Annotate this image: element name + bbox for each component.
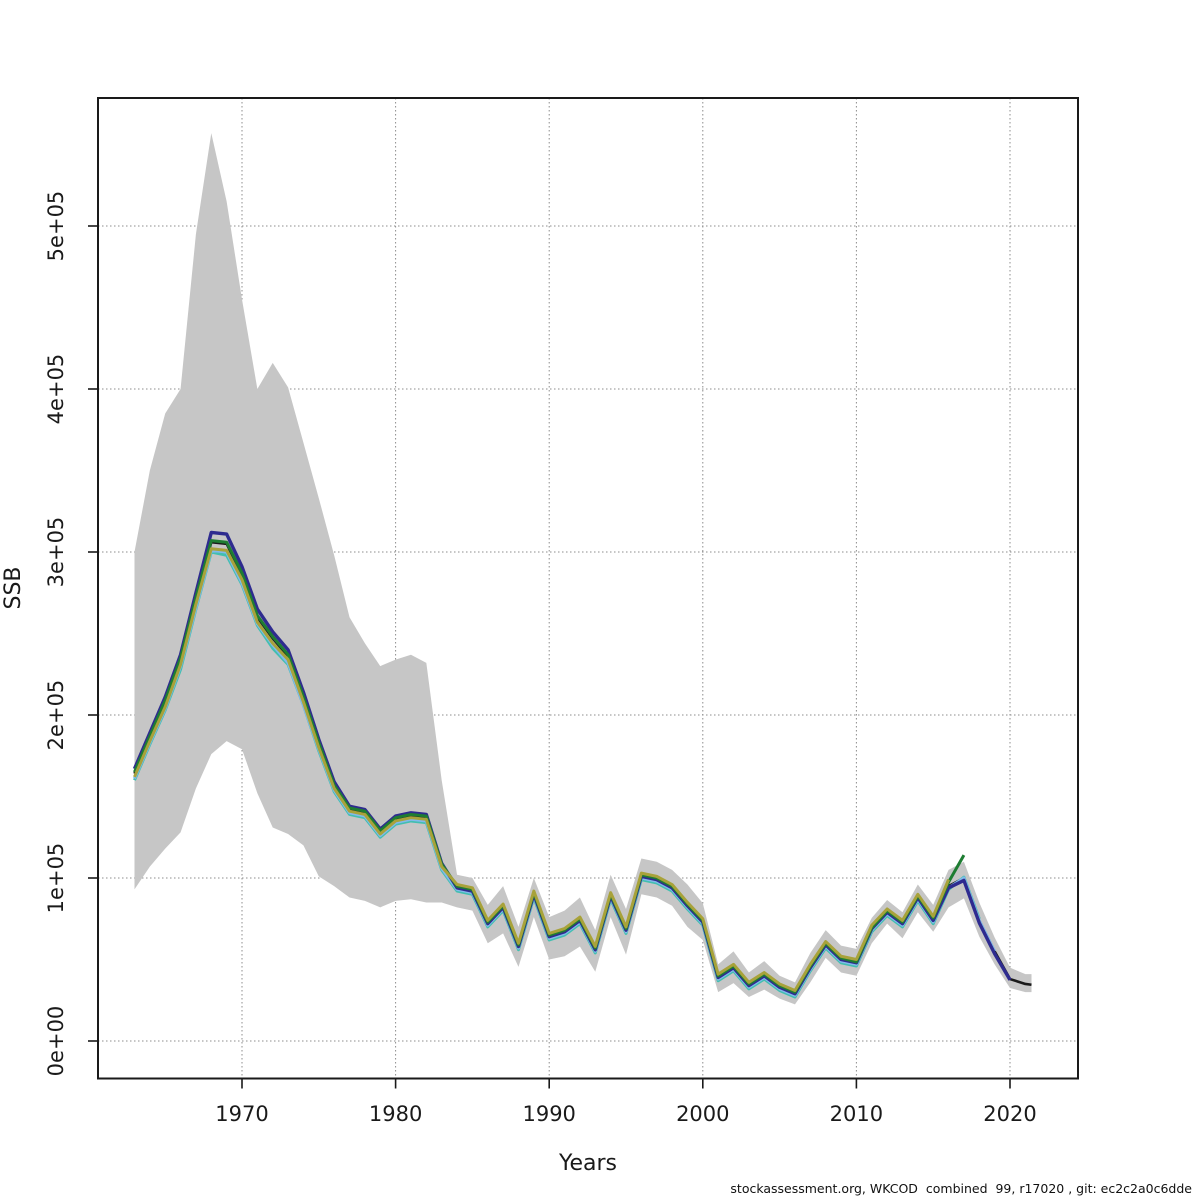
y-tick-label-2e+05: 2e+05 — [44, 680, 68, 751]
y-tick-label-5e+05: 5e+05 — [44, 191, 68, 262]
confidence-band — [134, 133, 1032, 1005]
y-axis-title: SSB — [1, 566, 26, 609]
axes-and-ticks — [88, 97, 1079, 1089]
y-tick-label-4e+05: 4e+05 — [44, 354, 68, 425]
x-tick-label-2020: 2020 — [983, 1102, 1036, 1126]
tick-labels: 1970 1980 1990 2000 2010 2020 0e+00 1e+05 2e+05 3… — [44, 191, 1037, 1126]
x-axis-title: Years — [558, 1151, 617, 1176]
y-tick-label-0e+00: 0e+00 — [44, 1006, 68, 1077]
confidence-band-polygon — [134, 133, 1032, 1005]
x-tick-label-2000: 2000 — [676, 1102, 729, 1126]
y-tick-label-1e+05: 1e+05 — [44, 843, 68, 914]
x-tick-label-1990: 1990 — [522, 1102, 575, 1126]
footer-credit: stockassessment.org, WKCOD combined 99, … — [730, 1181, 1192, 1196]
plot-border — [97, 97, 1079, 1080]
y-tick-label-3e+05: 3e+05 — [44, 517, 68, 588]
series-retro-peel-olive — [133, 547, 950, 992]
x-tick-label-1980: 1980 — [369, 1102, 422, 1126]
x-tick-label-1970: 1970 — [215, 1102, 268, 1126]
x-tick-label-2010: 2010 — [830, 1102, 883, 1126]
data-series — [132, 530, 1032, 999]
